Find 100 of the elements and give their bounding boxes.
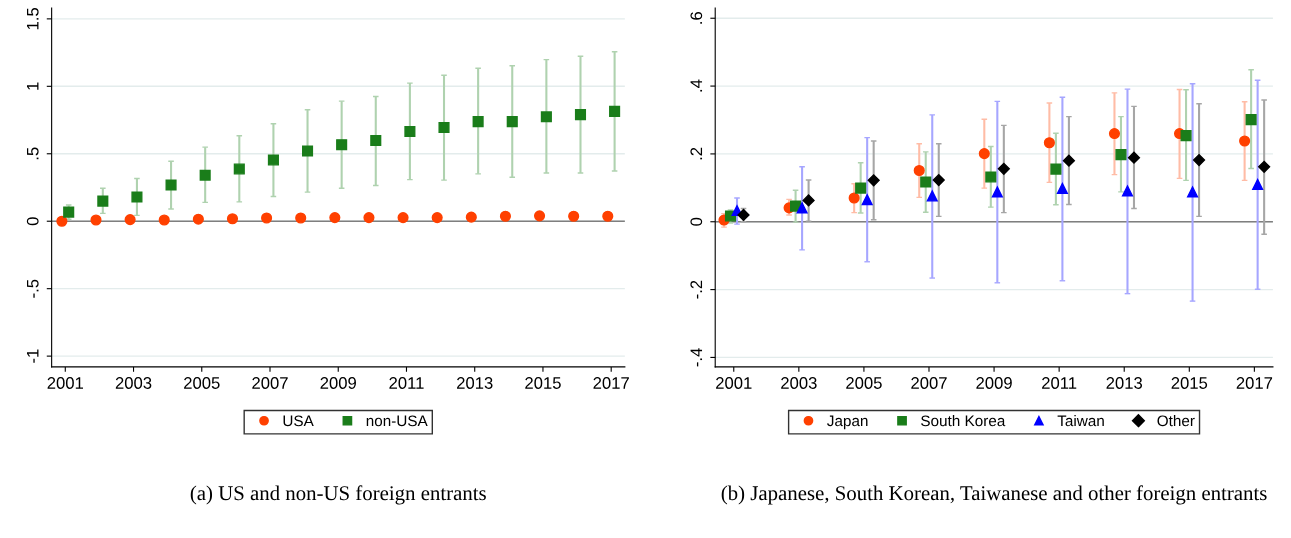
x-tick-label: 2009	[320, 377, 356, 389]
x-tick-label: 2007	[252, 377, 288, 389]
y-tick-label: 0	[690, 217, 703, 226]
point	[192, 213, 204, 225]
x-tick-label: 2001	[47, 377, 84, 389]
point	[472, 116, 484, 128]
y-tick-label: -1	[26, 349, 39, 363]
point	[90, 214, 102, 226]
x-tick-label: 2003	[781, 377, 817, 389]
point	[131, 191, 143, 203]
point	[329, 212, 341, 224]
point	[1050, 163, 1062, 175]
point	[124, 214, 136, 226]
y-tick-label: 1.5	[26, 7, 39, 30]
point	[63, 206, 75, 218]
point	[602, 210, 614, 222]
point	[370, 134, 382, 147]
text: (b) Japanese, South Korean, Taiwanese and other foreign entrants	[721, 485, 1267, 505]
x-tick-label: 2017	[593, 377, 629, 389]
x-tick-label: 2005	[846, 377, 882, 389]
point	[848, 192, 860, 204]
legend-label: non-USA	[366, 415, 428, 427]
x-tick-label: 2001	[716, 377, 752, 389]
point	[267, 154, 279, 166]
point	[568, 210, 580, 222]
point	[226, 213, 239, 225]
y-tick-label: 0	[26, 217, 39, 226]
point	[1245, 114, 1257, 126]
point	[533, 210, 546, 222]
point	[499, 210, 511, 222]
y-tick-label: .6	[690, 12, 703, 24]
point	[997, 162, 1010, 175]
point	[363, 212, 375, 224]
point	[913, 164, 925, 177]
x-tick-label: 2013	[457, 377, 493, 389]
x-tick-label: 2013	[1106, 377, 1143, 389]
point	[431, 212, 443, 224]
y-tick-label: -.2	[690, 280, 703, 299]
x-tick-label: 2015	[1171, 377, 1208, 389]
point	[1258, 160, 1271, 173]
point	[1062, 154, 1076, 167]
x-tick-label: 2011	[1042, 377, 1077, 389]
point	[867, 174, 880, 187]
point	[1252, 178, 1264, 190]
point	[1108, 128, 1121, 140]
legend-label: Taiwan	[1057, 415, 1104, 427]
y-tick-label: .4	[690, 79, 703, 92]
point	[56, 215, 68, 227]
point	[985, 171, 997, 183]
x-tick-label: 2003	[115, 377, 152, 389]
legend-label: Japan	[827, 415, 868, 430]
point	[97, 195, 109, 207]
legend-label: Other	[1157, 415, 1195, 427]
point	[465, 211, 477, 223]
point	[540, 111, 552, 123]
text: (a) US and non-US foreign entrants	[190, 485, 486, 505]
point	[991, 186, 1003, 198]
point	[1115, 149, 1127, 161]
point	[438, 121, 450, 134]
point	[1186, 186, 1199, 198]
y-tick-label: .5	[26, 147, 39, 160]
point	[796, 202, 808, 214]
point	[1192, 153, 1206, 167]
point	[233, 163, 245, 175]
point	[165, 179, 177, 191]
y-tick-label: -.5	[26, 279, 39, 298]
point	[574, 109, 587, 121]
point	[926, 190, 938, 202]
x-tick-label: 2011	[389, 377, 424, 389]
point	[1239, 135, 1251, 147]
point	[861, 194, 873, 206]
point	[158, 214, 170, 226]
point	[920, 176, 932, 188]
x-tick-label: 2005	[184, 377, 220, 389]
x-tick-label: 2007	[911, 377, 947, 389]
point	[1121, 185, 1134, 197]
point	[295, 212, 307, 224]
point	[932, 173, 945, 187]
point	[1043, 137, 1055, 149]
y-tick-label: -.4	[690, 348, 703, 367]
point	[506, 116, 518, 128]
y-tick-label: 1	[26, 82, 39, 90]
legend-label: South Korea	[921, 415, 1006, 427]
point	[336, 139, 348, 151]
legend-label: USA	[283, 415, 314, 427]
point	[1056, 182, 1068, 195]
point	[301, 145, 314, 157]
point	[404, 125, 416, 138]
point	[802, 194, 815, 207]
point	[1180, 130, 1192, 142]
x-tick-label: 2015	[525, 377, 561, 389]
point	[609, 105, 621, 117]
point	[978, 148, 990, 160]
y-tick-label: .2	[690, 147, 703, 160]
point	[855, 182, 867, 194]
point	[1127, 151, 1141, 164]
x-tick-label: 2017	[1236, 377, 1273, 389]
point	[397, 212, 409, 224]
point	[261, 212, 273, 224]
point	[199, 169, 211, 181]
